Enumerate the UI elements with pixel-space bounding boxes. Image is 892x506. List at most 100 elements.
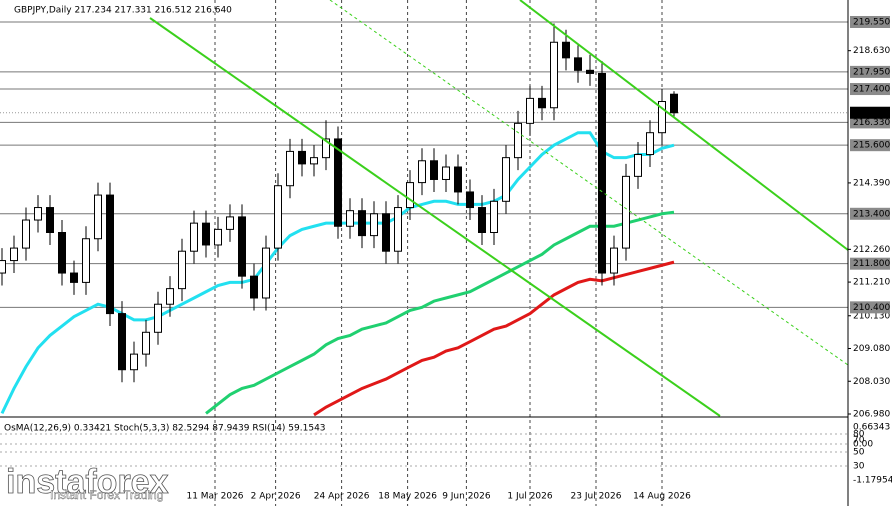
candle-body <box>394 207 402 252</box>
level-box <box>850 83 890 96</box>
indicator-label: OsMA(12,26,9) 0.33421 Stoch(5,3,3) 82.52… <box>4 424 326 434</box>
candle-body <box>562 41 570 59</box>
level-label: 211.800 <box>853 259 890 269</box>
indicator-axis-label: 0.00 <box>853 440 873 450</box>
candle-body <box>10 247 18 262</box>
candle-body <box>478 207 486 233</box>
level-label: 216.330 <box>853 118 890 128</box>
candle-body <box>178 250 186 290</box>
x-tick-label: 1 Jul 2026 <box>507 492 552 502</box>
indicator-axis-label: 0.66343 <box>853 423 890 433</box>
level-box <box>850 139 890 152</box>
candle-body <box>526 97 534 124</box>
indicator-axis-label: 70 <box>853 436 865 446</box>
candle-body <box>190 222 198 252</box>
y-tick-label: 218.630 <box>853 46 890 56</box>
level-label: 219.550 <box>853 17 890 27</box>
x-tick-label: 18 May 2026 <box>378 492 437 502</box>
candle-body <box>442 166 450 180</box>
candle-body <box>82 238 90 283</box>
candle-body <box>466 191 474 209</box>
candle-body <box>130 353 138 371</box>
candle-body <box>550 41 558 109</box>
candle-body <box>286 150 294 187</box>
x-tick-label: 23 Jul 2026 <box>571 492 622 502</box>
y-tick-label: 206.980 <box>853 410 890 420</box>
indicator-axis-label: 80 <box>853 430 865 440</box>
x-tick-label: 2 Apr 2026 <box>251 492 301 502</box>
candle-body <box>634 154 642 177</box>
candle-body <box>406 182 414 209</box>
y-tick-label: 208.030 <box>853 377 890 387</box>
candle-body <box>502 157 510 202</box>
candle-body <box>490 200 498 233</box>
candle-body <box>382 213 390 252</box>
watermark-brand: instaforex <box>6 463 169 501</box>
last-price-box <box>850 106 890 119</box>
level-box <box>850 207 890 220</box>
candle-body <box>106 194 114 315</box>
candle-body <box>622 175 630 249</box>
candle-body <box>58 231 66 274</box>
candle-body <box>334 138 342 227</box>
candle-body <box>574 57 582 71</box>
watermark-tagline: Instant Forex Trading <box>50 488 163 502</box>
x-tick-label: 24 Apr 2026 <box>314 492 370 502</box>
plot-area <box>0 0 848 506</box>
y-tick-label: 209.080 <box>853 344 890 354</box>
candle-body <box>142 331 150 355</box>
candle-body <box>166 288 174 305</box>
level-box <box>850 257 890 270</box>
candle-body <box>598 72 606 274</box>
candle-body <box>250 275 258 299</box>
candle-body <box>586 69 594 74</box>
trend-line <box>329 0 849 366</box>
candle-body <box>538 97 546 109</box>
level-label: 210.400 <box>853 303 890 313</box>
candle-body <box>658 101 666 134</box>
candle-body <box>646 132 654 156</box>
candle-body <box>358 210 366 237</box>
candle-body <box>202 222 210 246</box>
y-tick-label: 214.390 <box>853 178 890 188</box>
chart-title: GBPJPY,Daily 217.234 217.331 216.512 216… <box>14 6 232 16</box>
candle-body <box>214 228 222 246</box>
trend-line <box>519 0 849 251</box>
candle-body <box>514 122 522 159</box>
candle-body <box>0 260 6 274</box>
candle-body <box>322 138 330 159</box>
level-box <box>850 65 890 78</box>
level-label: 215.600 <box>853 141 890 151</box>
candle-body <box>70 272 78 283</box>
candle-body <box>226 216 234 230</box>
x-tick-label: 9 Jun 2026 <box>442 492 491 502</box>
y-tick-label: 212.260 <box>853 245 890 255</box>
candle-body <box>238 216 246 277</box>
candle-body <box>298 150 306 165</box>
candle-body <box>670 93 678 114</box>
candle-body <box>154 303 162 333</box>
candle-body <box>22 219 30 249</box>
moving-average <box>205 210 675 415</box>
trend-line <box>149 17 721 417</box>
level-box <box>850 15 890 28</box>
candle-body <box>346 210 354 227</box>
candle-body <box>262 247 270 299</box>
y-tick-label: 211.210 <box>853 278 890 288</box>
x-tick-label: 11 Mar 2026 <box>186 492 243 502</box>
y-tick-label: 210.130 <box>853 311 890 321</box>
last-price-label: 216.640 <box>853 108 890 118</box>
candle-body <box>430 160 438 180</box>
candle-body <box>310 157 318 165</box>
candle-body <box>454 166 462 193</box>
candle-body <box>118 313 126 371</box>
candle-body <box>94 194 102 240</box>
candle-body <box>610 247 618 274</box>
indicator-axis-label: 50 <box>853 448 865 458</box>
candle-body <box>46 207 54 233</box>
level-label: 217.950 <box>853 67 890 77</box>
level-box <box>850 301 890 314</box>
indicator-axis-label: -1.17954 <box>853 476 892 486</box>
